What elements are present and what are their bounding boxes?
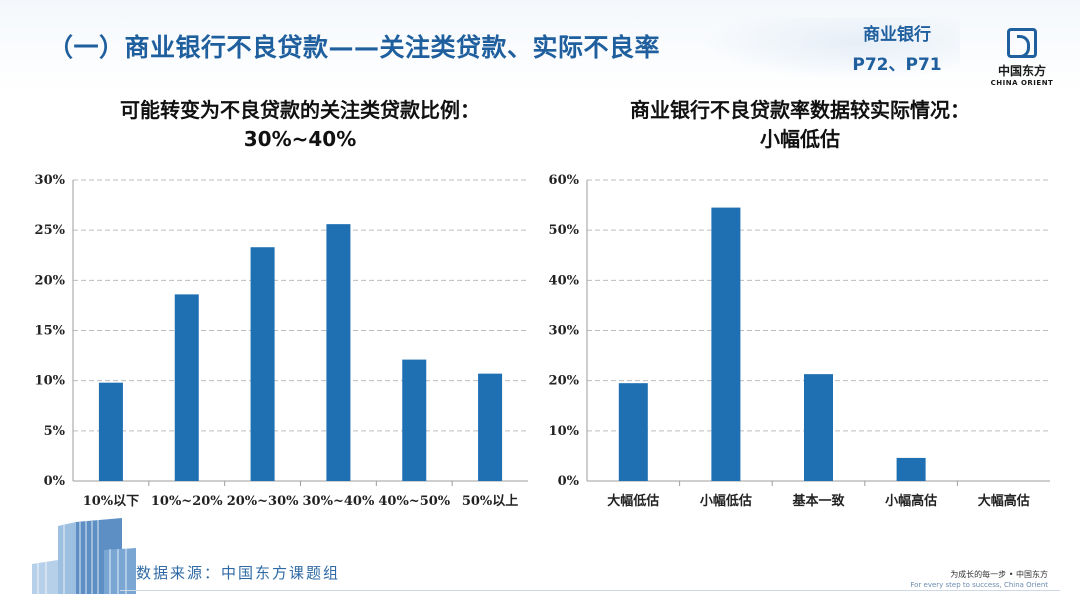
bar bbox=[711, 207, 741, 481]
x-category-label: 10%以下 bbox=[83, 494, 139, 509]
bar bbox=[326, 224, 351, 481]
y-tick-label: 0% bbox=[558, 474, 580, 489]
company-logo: 中国东方 CHINA ORIENT bbox=[980, 28, 1064, 87]
reference-line-1: 商业银行 bbox=[863, 25, 931, 45]
bar bbox=[98, 382, 123, 481]
chart-2-title-line-1: 商业银行不良贷款率数据较实际情况： bbox=[630, 98, 970, 122]
logo-name-en: CHINA ORIENT bbox=[990, 79, 1054, 87]
logo-icon bbox=[1007, 28, 1037, 58]
chart-1-title-line-2: 30%~40% bbox=[243, 127, 357, 151]
reference-line-2: P72、P71 bbox=[852, 55, 942, 75]
bar bbox=[250, 247, 275, 481]
y-tick-label: 20% bbox=[549, 374, 580, 389]
chart-1-title: 可能转变为不良贷款的关注类贷款比例： 30%~40% bbox=[60, 96, 540, 154]
logo-name-cn: 中国东方 bbox=[997, 64, 1046, 78]
building-illustration bbox=[32, 518, 136, 594]
data-source-note: 数据来源：中国东方课题组 bbox=[136, 564, 341, 582]
x-category-label: 40%~50% bbox=[378, 494, 450, 509]
y-tick-label: 5% bbox=[44, 424, 66, 439]
chart-2-title: 商业银行不良贷款率数据较实际情况： 小幅低估 bbox=[580, 96, 1020, 154]
page-title: （一）商业银行不良贷款——关注类贷款、实际不良率 bbox=[48, 33, 661, 62]
x-category-label: 10%~20% bbox=[151, 494, 223, 509]
x-category-label: 大幅高估 bbox=[978, 493, 1030, 509]
chart-2-title-line-2: 小幅低估 bbox=[760, 127, 840, 151]
footer-divider bbox=[120, 590, 1060, 591]
x-category-label: 20%~30% bbox=[227, 494, 299, 509]
x-category-label: 大幅低估 bbox=[607, 493, 659, 509]
y-tick-label: 15% bbox=[35, 324, 66, 339]
x-category-label: 50%以上 bbox=[462, 494, 518, 509]
y-tick-label: 0% bbox=[44, 474, 66, 489]
y-tick-label: 30% bbox=[549, 324, 580, 339]
sky-decoration bbox=[700, 18, 960, 80]
bar bbox=[174, 294, 199, 481]
bar bbox=[402, 359, 427, 481]
header-banner: （一）商业银行不良贷款——关注类贷款、实际不良率 商业银行 P72、P71 中国… bbox=[0, 0, 1080, 92]
x-category-label: 小幅高估 bbox=[885, 493, 937, 509]
y-tick-label: 40% bbox=[549, 273, 580, 288]
y-tick-label: 20% bbox=[35, 273, 66, 288]
bar bbox=[804, 374, 833, 481]
bar bbox=[478, 373, 503, 481]
reference-note: 商业银行 P72、P71 bbox=[838, 20, 956, 80]
x-category-label: 30%~40% bbox=[303, 494, 375, 509]
slogan-en: For every step to success, China Orient bbox=[910, 581, 1048, 589]
slogan-cn: 为成长的每一步 • 中国东方 bbox=[950, 570, 1048, 579]
x-category-label: 基本一致 bbox=[791, 493, 845, 509]
chart-1-title-line-1: 可能转变为不良贷款的关注类贷款比例： bbox=[120, 98, 480, 122]
x-category-label: 小幅低估 bbox=[700, 493, 752, 509]
y-tick-label: 50% bbox=[549, 223, 580, 238]
bar bbox=[896, 457, 926, 481]
y-tick-label: 60% bbox=[549, 173, 580, 188]
y-tick-label: 10% bbox=[549, 424, 580, 439]
bar bbox=[618, 383, 648, 481]
y-tick-label: 25% bbox=[35, 223, 66, 238]
y-tick-label: 30% bbox=[35, 173, 66, 188]
y-tick-label: 10% bbox=[35, 374, 66, 389]
